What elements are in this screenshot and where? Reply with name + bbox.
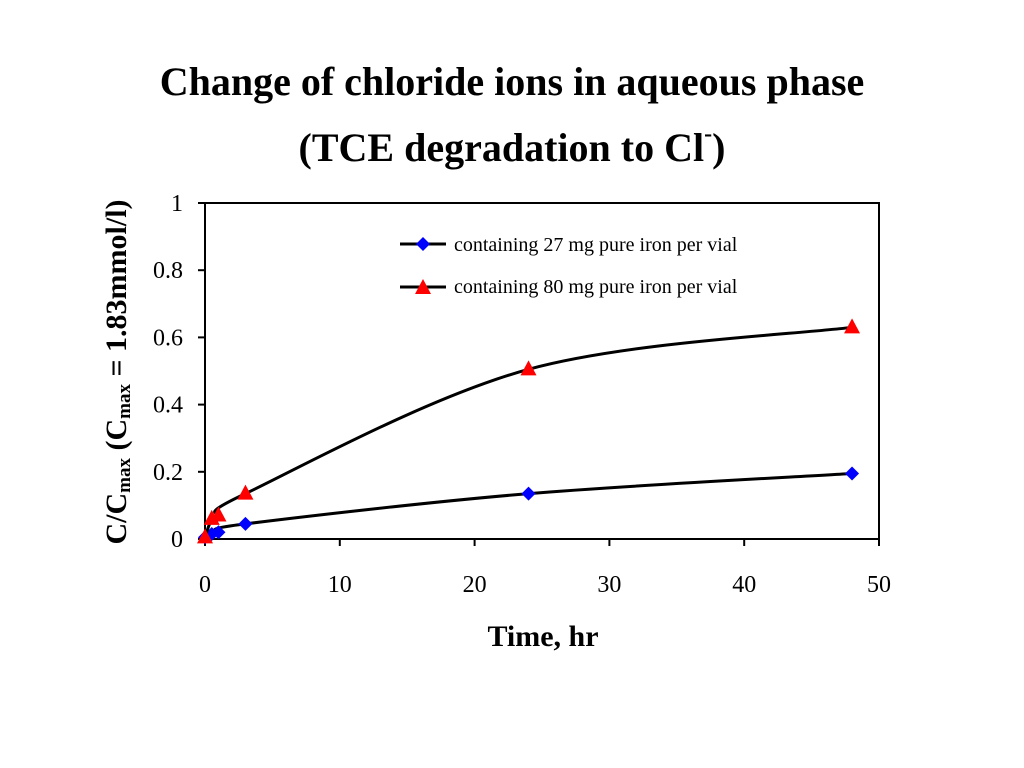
y-axis-title-sub2: max <box>114 384 135 419</box>
chart-title-line2: (TCE degradation to Cl-) <box>0 108 1024 174</box>
series-2-point <box>844 318 861 334</box>
y-tick-label: 0.6 <box>153 325 183 351</box>
y-axis-ticks: 0 0.2 0.4 0.6 0.8 1 <box>153 191 205 553</box>
title-line2-suffix: ) <box>712 125 726 170</box>
series-1-line <box>204 471 853 539</box>
y-axis-title-part3: = 1.83mmol/l) <box>100 199 133 384</box>
series-1-point <box>845 466 860 481</box>
y-tick-label: 0.8 <box>153 258 183 284</box>
legend-label-series-2: containing 80 mg pure iron per vial <box>454 276 738 298</box>
y-tick-label: 0 <box>171 527 183 553</box>
y-tick-label: 1 <box>171 191 183 217</box>
x-axis-title: Time, hr <box>487 620 598 653</box>
y-tick-label: 0.4 <box>153 393 183 419</box>
plot-area <box>204 202 880 540</box>
series-2-line <box>203 325 853 538</box>
series-1-point <box>238 516 253 531</box>
legend: containing 27 mg pure iron per vial cont… <box>400 234 738 298</box>
series-1-point <box>211 525 226 540</box>
title-line2-superscript: - <box>704 121 713 147</box>
x-tick-label: 20 <box>463 572 487 598</box>
x-tick-label: 30 <box>597 572 621 598</box>
y-axis-title-part2: (C <box>100 419 133 458</box>
x-tick-label: 50 <box>867 572 891 598</box>
series-2-point <box>237 484 254 500</box>
legend-label-series-1: containing 27 mg pure iron per vial <box>454 234 738 256</box>
y-tick-label: 0.2 <box>153 460 183 486</box>
x-tick-label: 40 <box>732 572 756 598</box>
series-2-point <box>210 506 227 522</box>
chart-title: Change of chloride ions in aqueous phase… <box>0 56 1024 174</box>
series-2-point <box>197 528 213 544</box>
y-axis-title-sub1: max <box>114 458 135 493</box>
title-line2-prefix: (TCE degradation to Cl <box>298 125 705 170</box>
series-2-point <box>520 360 537 376</box>
y-axis-title-part1: C/C <box>100 493 133 545</box>
legend-marker-series-2 <box>415 279 431 294</box>
series-1-point <box>521 486 536 501</box>
series-layer <box>197 318 861 545</box>
series-2 <box>197 318 861 544</box>
x-tick-label: 10 <box>328 572 352 598</box>
x-tick-label: 0 <box>199 572 211 598</box>
legend-marker-series-1 <box>416 237 430 251</box>
y-axis-title: C/Cmax (Cmax = 1.83mmol/l) <box>100 199 135 544</box>
x-axis-ticks: 0 10 20 30 40 50 <box>199 539 891 598</box>
chart-title-line1: Change of chloride ions in aqueous phase <box>159 59 865 104</box>
series-1 <box>198 466 860 545</box>
